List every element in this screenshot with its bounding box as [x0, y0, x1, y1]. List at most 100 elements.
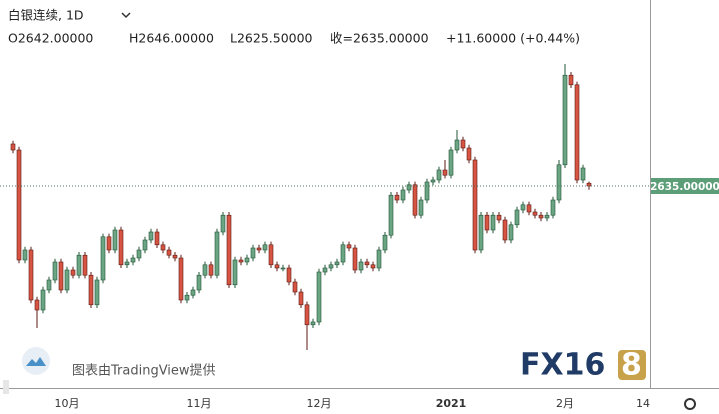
candle-body — [406, 184, 412, 191]
candle-body — [160, 244, 166, 251]
candle-body — [274, 264, 280, 269]
candle-body — [430, 179, 436, 183]
settings-icon[interactable] — [684, 398, 696, 410]
candle-body — [322, 267, 328, 273]
candle-body — [412, 184, 418, 216]
candle-body — [88, 274, 94, 306]
candle-body — [502, 219, 508, 241]
candle-body — [166, 249, 172, 256]
candle-body — [436, 169, 442, 181]
candle-body — [532, 211, 538, 216]
watermark: 图表由TradingView提供 — [72, 363, 216, 379]
candle-body — [244, 257, 250, 263]
x-tick-label: 10月 — [55, 397, 80, 410]
candle-body — [334, 261, 340, 266]
candle-body — [22, 249, 28, 261]
candle-body — [214, 231, 220, 276]
x-tick-label: 14 — [636, 397, 650, 410]
candle-body — [202, 264, 208, 276]
candle-body — [442, 169, 448, 176]
candle-body — [196, 274, 202, 291]
candle-body — [226, 214, 232, 286]
candle-body — [94, 279, 100, 306]
candle-body — [448, 149, 454, 176]
x-tick-label: 12月 — [307, 397, 332, 410]
candle-body — [454, 139, 460, 151]
candle-body — [148, 231, 154, 241]
candle-body — [232, 259, 238, 286]
x-tick-label: 2021 — [436, 397, 467, 410]
candle-body — [118, 229, 124, 266]
x-tick-label: 11月 — [187, 397, 212, 410]
tv-logo-mark — [26, 357, 46, 366]
candle-body — [496, 214, 502, 221]
candle-body — [154, 231, 160, 246]
symbol-menu[interactable] — [121, 12, 131, 19]
candle-body — [484, 214, 490, 231]
candle-body — [280, 267, 286, 270]
candle-body — [112, 229, 118, 251]
candle-body — [250, 247, 256, 259]
candle-body — [508, 224, 514, 241]
last-price-box — [651, 178, 719, 194]
candle-body — [544, 214, 550, 219]
candle-body — [466, 147, 472, 161]
candle-body — [172, 254, 178, 259]
candle-body — [538, 214, 544, 219]
candle-body — [490, 214, 496, 231]
candle-body — [130, 257, 136, 263]
candle-body — [346, 244, 352, 249]
candle-body — [298, 291, 304, 306]
candle-body — [76, 254, 82, 276]
candle-body — [304, 304, 310, 326]
tv-logo — [22, 347, 50, 375]
candle-body — [394, 194, 400, 201]
candle-body — [424, 181, 430, 201]
candle-body — [514, 209, 520, 226]
candle-body — [124, 261, 130, 266]
candle-body — [16, 149, 22, 261]
candle-body — [352, 247, 358, 271]
ohlc-high: H2646.00000 — [129, 31, 214, 46]
candle-body — [220, 214, 226, 233]
candle-body — [136, 249, 142, 259]
candle-body — [292, 281, 298, 293]
candle-body — [382, 234, 388, 251]
ohlc-change: +11.60000 (+0.44%) — [446, 31, 580, 46]
candle-body — [178, 257, 184, 301]
candle-body — [400, 189, 406, 201]
candle-body — [568, 74, 574, 86]
ohlc-open: O2642.00000 — [8, 31, 93, 46]
scroll-handle[interactable] — [3, 380, 9, 394]
candle-body — [34, 299, 40, 311]
candle-body — [574, 84, 580, 181]
candle-body — [46, 279, 52, 291]
candle-body — [268, 244, 274, 266]
candle-body — [316, 271, 322, 323]
candle-body — [58, 261, 64, 291]
candle-body — [478, 214, 484, 251]
candle-body — [40, 289, 46, 311]
candle-body — [550, 199, 556, 216]
candle-body — [70, 269, 76, 276]
candle-body — [190, 289, 196, 296]
candle-body — [262, 244, 268, 251]
candle-body — [418, 199, 424, 216]
candle-body — [28, 249, 34, 301]
candle-body — [580, 167, 586, 181]
candle-body — [106, 236, 112, 251]
logo-text: FX16 — [520, 348, 605, 383]
candle-body — [142, 239, 148, 251]
candle-body — [562, 74, 568, 166]
candle-body — [520, 204, 526, 211]
candle-body — [256, 247, 262, 251]
x-tick-label: 2月 — [556, 397, 574, 410]
ohlc-close: 收=2635.00000 — [330, 31, 429, 46]
candle-body — [328, 264, 334, 269]
candle-body — [460, 139, 466, 149]
candle-body — [64, 269, 70, 291]
candle-body — [238, 259, 244, 263]
candle-body — [82, 254, 88, 276]
candle-body — [100, 236, 106, 281]
